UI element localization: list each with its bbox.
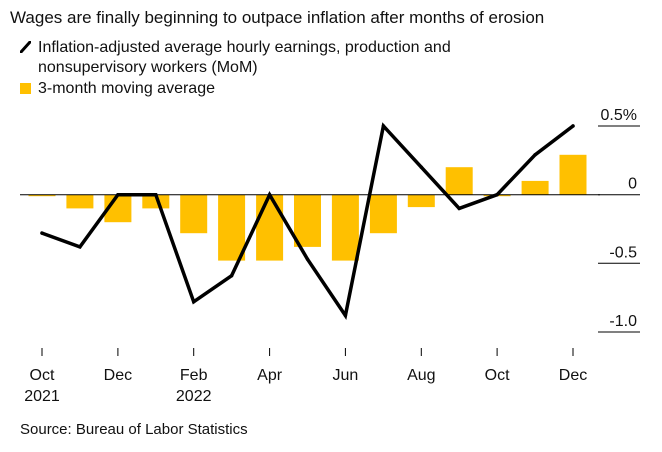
x-tick-year-2: 2022 <box>176 388 212 405</box>
bar-5 <box>218 194 246 261</box>
line-point-6 <box>267 193 272 197</box>
bar-11 <box>445 167 473 195</box>
legend-line-entry: Inflation-adjusted average hourly earnin… <box>18 38 538 78</box>
line-point-3 <box>154 193 158 197</box>
bar-1 <box>66 194 94 209</box>
bar-7 <box>294 194 321 247</box>
legend-bar-label: 3-month moving average <box>38 80 215 97</box>
x-tick-label-1: Dec <box>104 367 132 384</box>
legend-bar-entry: 3-month moving average <box>18 79 538 99</box>
legend-bar-swatch <box>20 83 31 94</box>
line-point-1 <box>78 245 82 249</box>
legend-line-label: Inflation-adjusted average hourly earnin… <box>38 39 451 76</box>
line-point-11 <box>457 206 461 211</box>
line-point-0 <box>40 231 44 235</box>
bar-9 <box>369 194 397 234</box>
line-point-9 <box>381 124 386 128</box>
line-point-7 <box>305 257 310 261</box>
bar-8 <box>331 194 359 261</box>
bar-3 <box>142 194 170 209</box>
y-tick-label-2: -0.5 <box>609 244 637 261</box>
line-point-12 <box>495 193 499 197</box>
bar-10 <box>407 194 435 208</box>
line-point-5 <box>229 274 234 278</box>
bar-0 <box>28 194 56 197</box>
legend: Inflation-adjusted average hourly earnin… <box>18 38 538 99</box>
source-note: Source: Bureau of Labor Statistics <box>20 421 248 438</box>
x-tick-label-0: Oct <box>30 367 55 384</box>
line-point-8 <box>343 313 348 318</box>
line-point-2 <box>116 193 120 197</box>
bar-6 <box>256 194 284 261</box>
bar-14 <box>559 154 587 195</box>
x-tick-label-6: Oct <box>485 367 510 384</box>
x-tick-label-2: Feb <box>180 367 208 384</box>
chart-title: Wages are finally beginning to outpace i… <box>10 8 545 27</box>
line-point-4 <box>192 300 196 304</box>
x-tick-label-5: Aug <box>407 367 435 384</box>
line-point-14 <box>571 124 575 128</box>
y-tick-label-1: 0 <box>628 176 637 193</box>
x-tick-label-4: Jun <box>333 367 359 384</box>
y-tick-label-0: 0.5% <box>601 107 637 124</box>
bar-13 <box>521 180 549 195</box>
x-tick-label-7: Dec <box>559 367 587 384</box>
legend-line-icon <box>20 41 31 53</box>
line-point-13 <box>533 153 537 157</box>
x-tick-label-3: Apr <box>257 367 283 384</box>
bar-4 <box>180 194 208 234</box>
x-tick-year-0: 2021 <box>24 388 60 405</box>
line-point-10 <box>419 165 423 169</box>
y-tick-label-3: -1.0 <box>609 313 637 330</box>
